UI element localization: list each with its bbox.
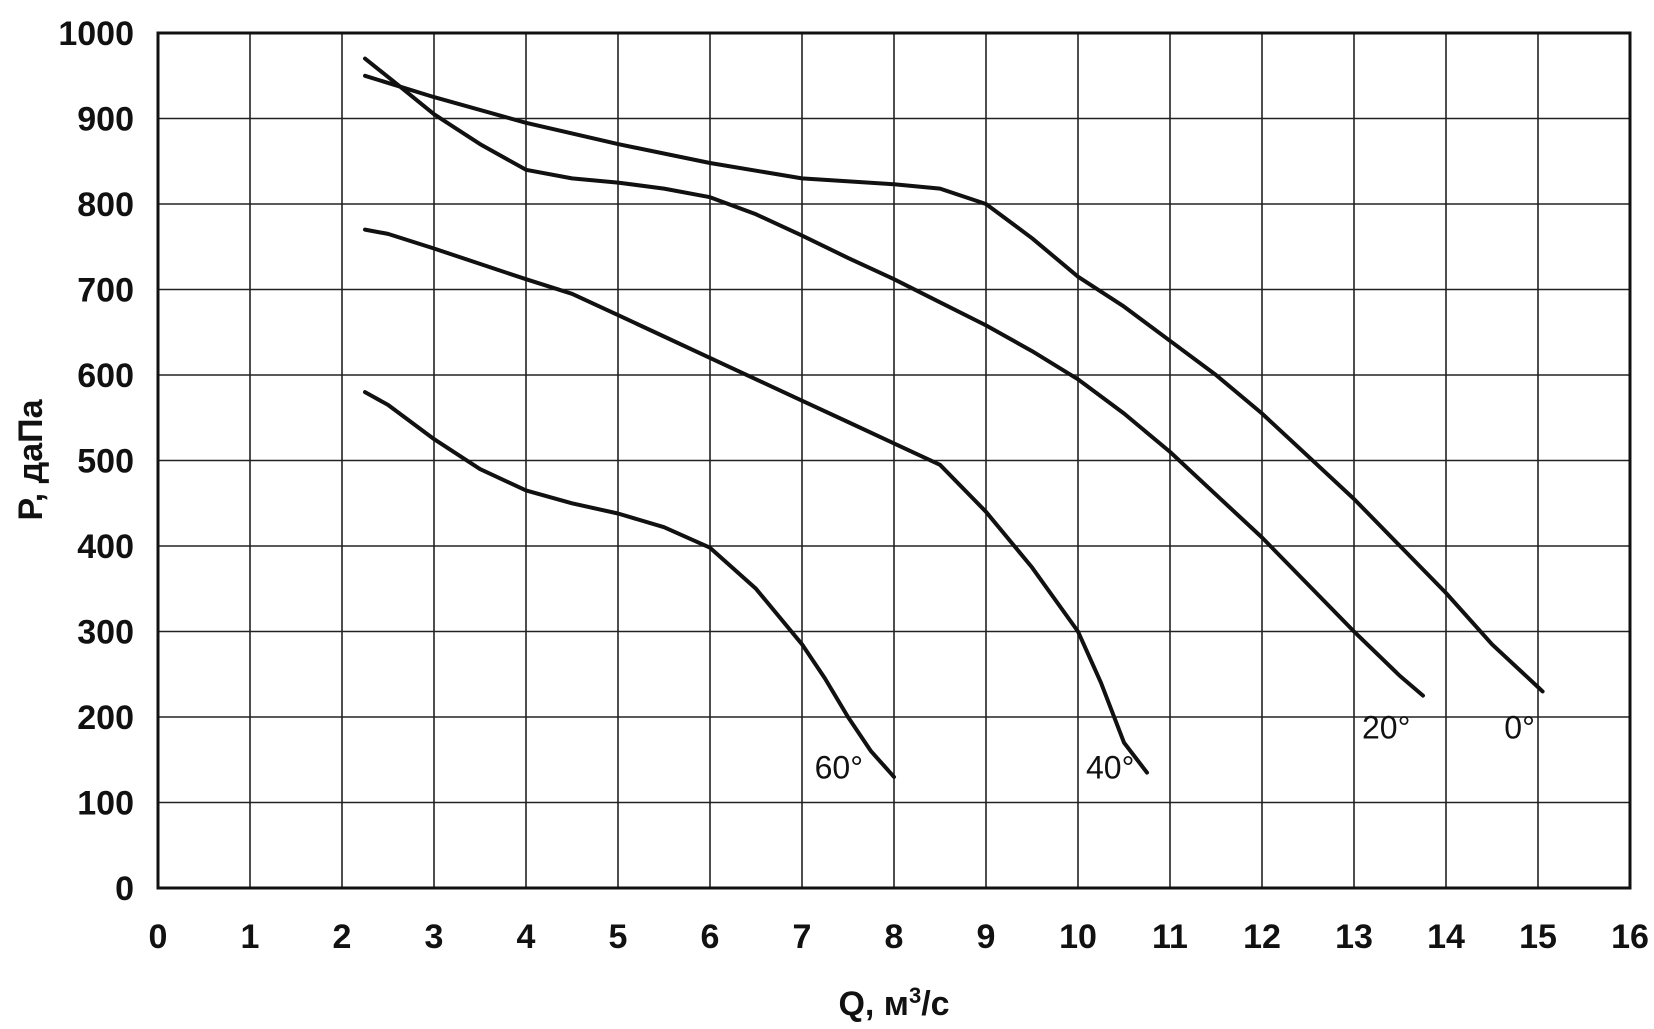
curve-2 bbox=[363, 227, 1149, 775]
y-tick-label: 800 bbox=[77, 186, 134, 224]
x-tick-label: 5 bbox=[609, 918, 628, 956]
x-tick-label: 10 bbox=[1059, 918, 1097, 956]
curve-label: 20° bbox=[1362, 709, 1410, 745]
x-tick-label: 7 bbox=[793, 918, 812, 956]
x-tick-label: 2 bbox=[333, 918, 352, 956]
y-tick-label: 400 bbox=[77, 528, 134, 566]
curve-label: 40° bbox=[1086, 750, 1134, 786]
x-tick-label: 8 bbox=[885, 918, 904, 956]
y-tick-label: 500 bbox=[77, 443, 134, 481]
y-tick-label: 200 bbox=[77, 699, 134, 737]
x-tick-label: 6 bbox=[701, 918, 720, 956]
x-axis-title-tail: /с bbox=[921, 985, 949, 1023]
gridlines bbox=[157, 32, 1631, 889]
y-axis-tick-labels: 0 100 200 300 400 500 600 700 800 900 1000 bbox=[58, 15, 134, 908]
curve-label: 60° bbox=[815, 750, 863, 786]
x-tick-label: 9 bbox=[977, 918, 996, 956]
curve-3 bbox=[363, 390, 896, 779]
x-tick-label: 13 bbox=[1335, 918, 1373, 956]
y-axis-title: P, даПа bbox=[12, 398, 50, 520]
y-tick-label: 1000 bbox=[58, 15, 134, 53]
curves bbox=[363, 56, 1545, 779]
curve-labels: 0° 20° 40° 60° bbox=[815, 709, 1535, 785]
y-tick-label: 700 bbox=[77, 272, 134, 310]
y-tick-label: 600 bbox=[77, 357, 134, 395]
curve-label: 0° bbox=[1504, 709, 1535, 745]
y-tick-label: 100 bbox=[77, 785, 134, 823]
y-tick-label: 0 bbox=[115, 870, 134, 908]
x-axis-title-main: Q, м bbox=[838, 985, 909, 1023]
plot-area-frame bbox=[156, 31, 1632, 890]
x-axis-tick-labels: 0 1 2 3 4 5 6 7 8 9 10 11 12 13 14 15 16 bbox=[149, 918, 1649, 956]
x-axis-title: Q, м3/с bbox=[838, 983, 949, 1024]
x-tick-label: 1 bbox=[241, 918, 260, 956]
x-tick-label: 3 bbox=[425, 918, 444, 956]
x-tick-label: 12 bbox=[1243, 918, 1281, 956]
x-tick-label: 11 bbox=[1152, 918, 1188, 956]
x-axis-title-superscript: 3 bbox=[909, 983, 921, 1008]
x-tick-label: 4 bbox=[517, 918, 536, 956]
curve-0 bbox=[363, 73, 1545, 694]
y-tick-label: 900 bbox=[77, 101, 134, 139]
x-tick-label: 16 bbox=[1611, 918, 1649, 956]
curve-1 bbox=[363, 56, 1425, 698]
x-tick-label: 15 bbox=[1519, 918, 1557, 956]
x-tick-label: 14 bbox=[1427, 918, 1465, 956]
y-tick-label: 300 bbox=[77, 614, 134, 652]
x-tick-label: 0 bbox=[149, 918, 168, 956]
